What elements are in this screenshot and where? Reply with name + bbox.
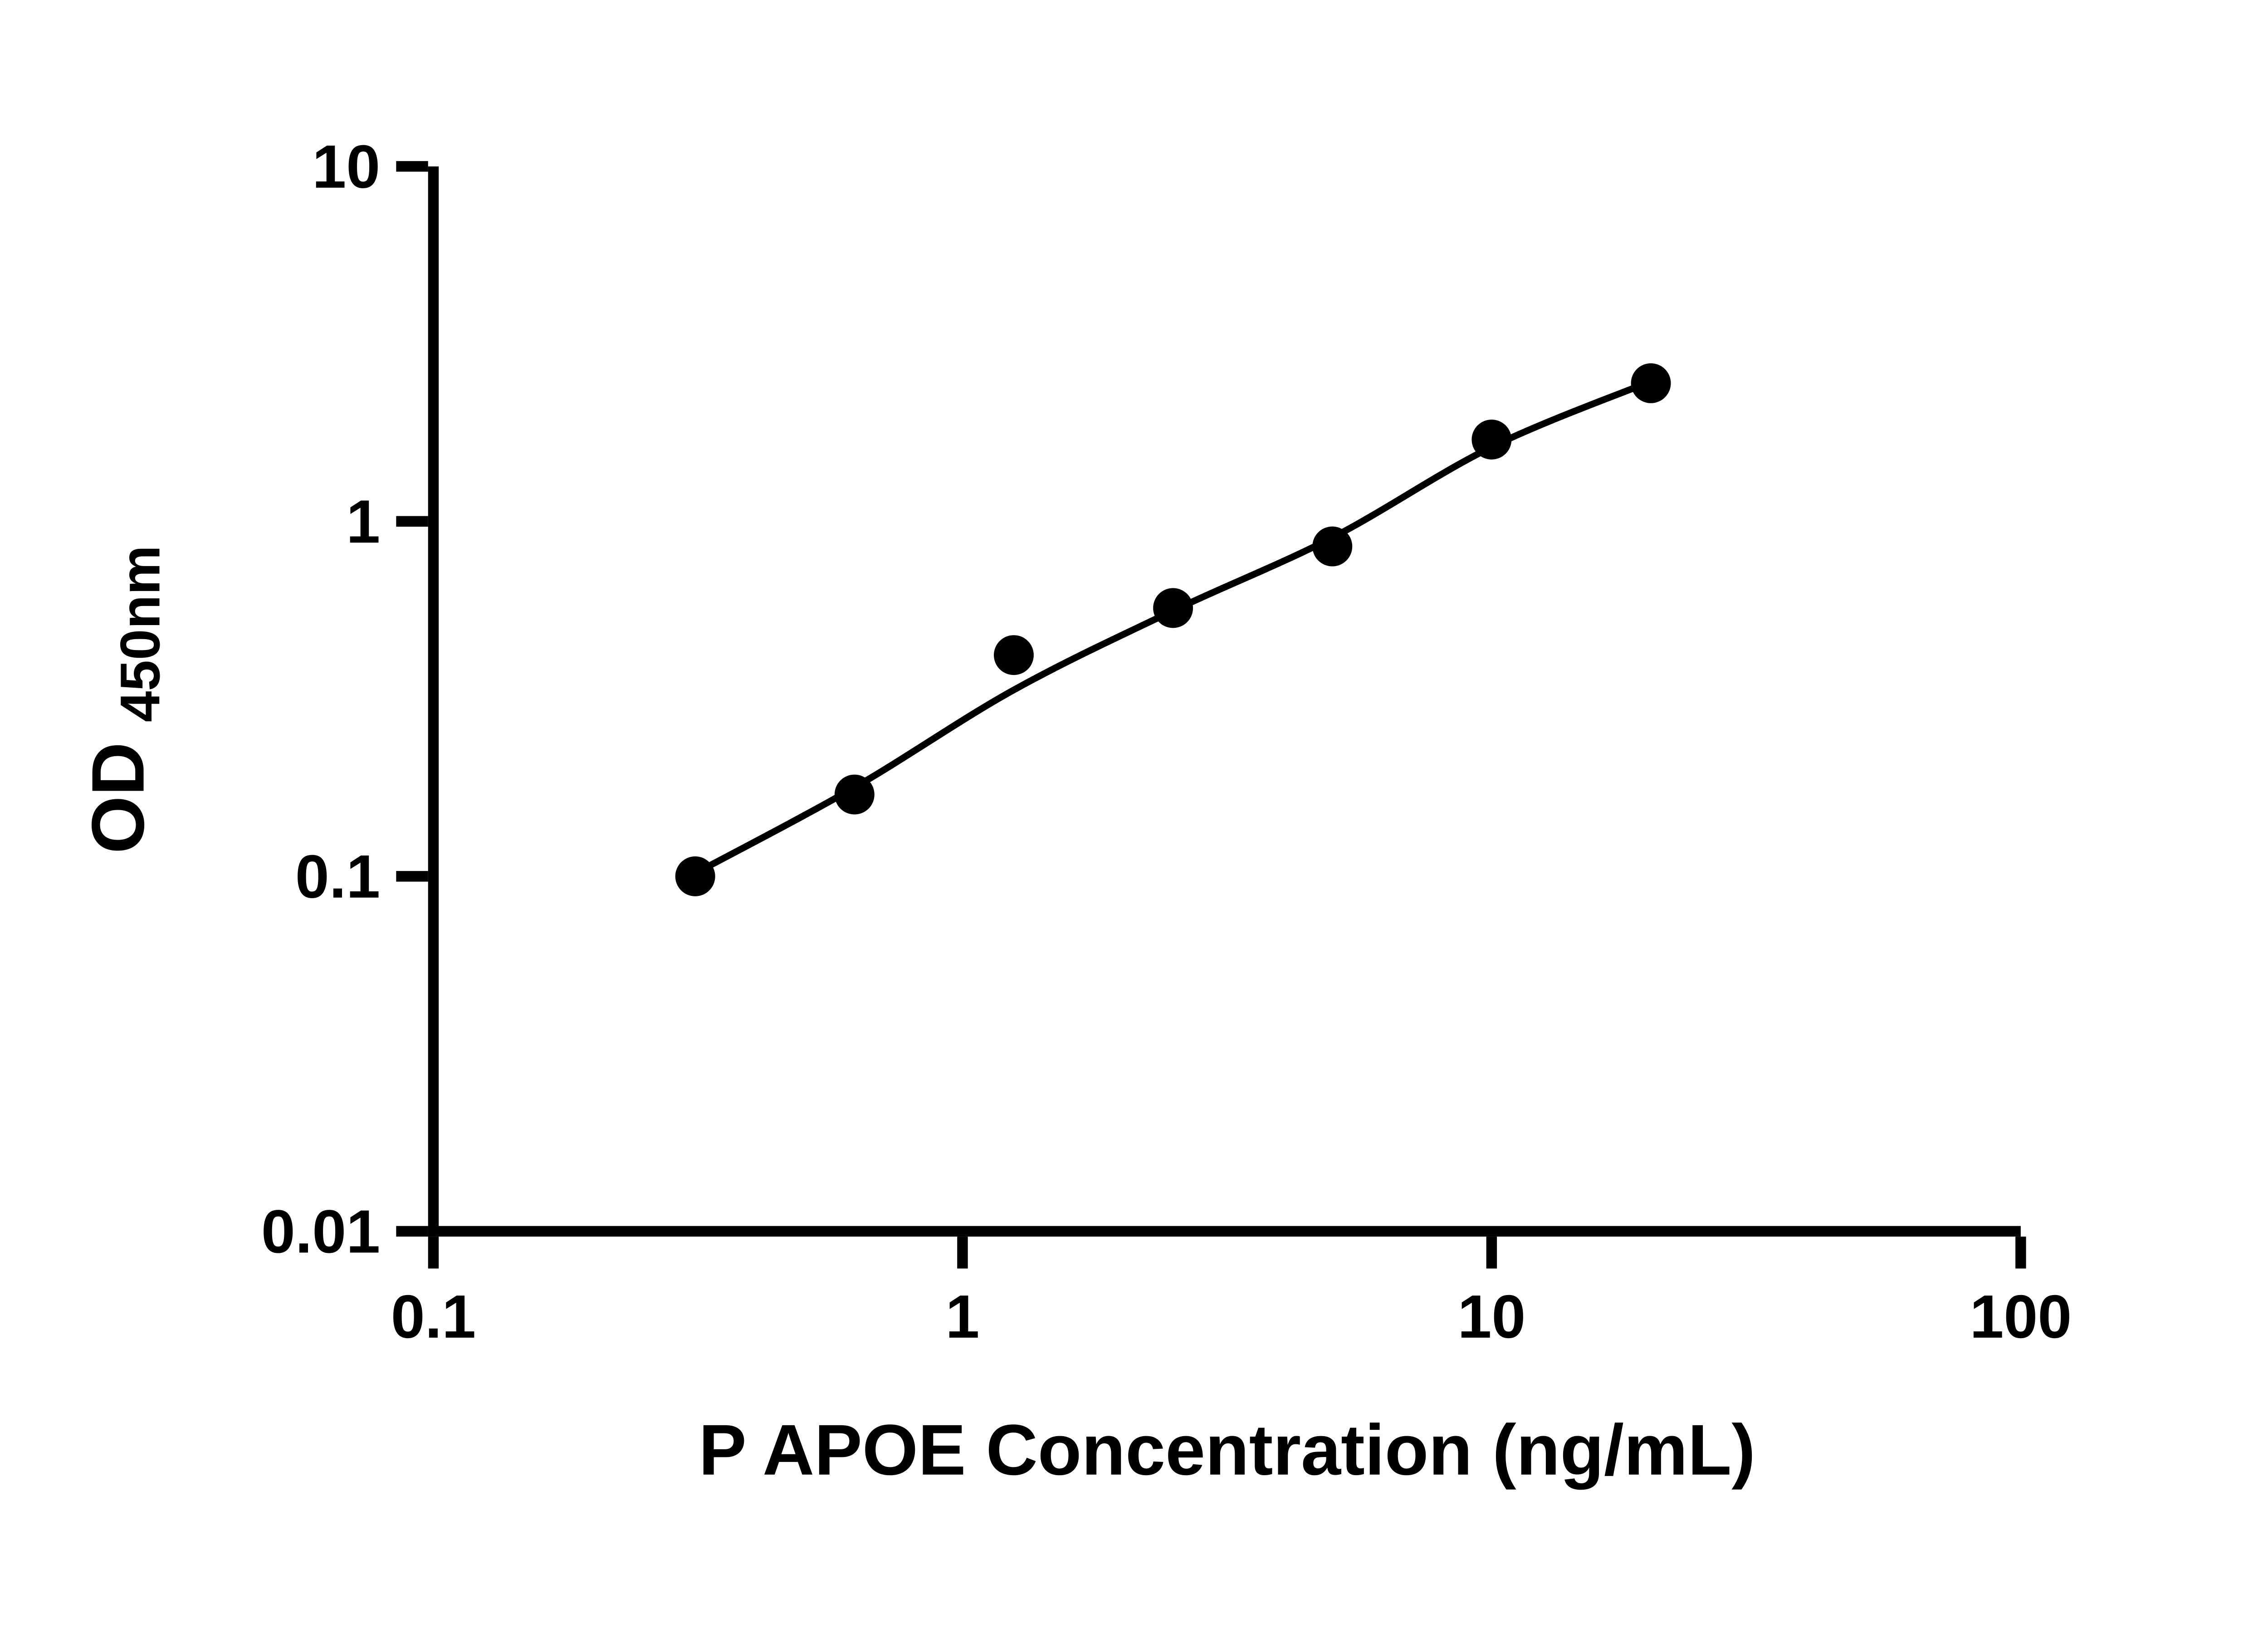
data-point <box>1471 420 1512 460</box>
data-point <box>1631 363 1671 403</box>
data-points-layer <box>675 363 1671 896</box>
data-point <box>1153 588 1193 628</box>
x-axis-tick-label: 1 <box>945 1282 979 1351</box>
data-point <box>1312 526 1353 567</box>
x-axis-tick-label: 100 <box>1970 1282 2072 1351</box>
y-axis-tick-label: 0.01 <box>261 1197 380 1266</box>
y-axis-title-subscript: 450nm <box>110 545 172 722</box>
ticks-layer <box>396 161 2026 1269</box>
x-axis-tick-label: 10 <box>1457 1282 1525 1351</box>
axes-layer <box>428 166 2021 1237</box>
x-axis-title: P APOE Concentration (ng/mL) <box>699 1410 1755 1490</box>
y-axis-title: OD 450nm <box>76 545 172 854</box>
data-point <box>675 856 715 896</box>
y-axis-tick-label: 0.1 <box>295 842 380 911</box>
y-axis-title-main: OD <box>76 742 160 854</box>
y-axis-tick-label: 1 <box>346 487 380 556</box>
data-point <box>834 774 875 815</box>
data-point <box>994 635 1034 675</box>
x-axis-tick-label: 0.1 <box>391 1282 476 1351</box>
y-axis-tick-label: 10 <box>312 132 380 201</box>
